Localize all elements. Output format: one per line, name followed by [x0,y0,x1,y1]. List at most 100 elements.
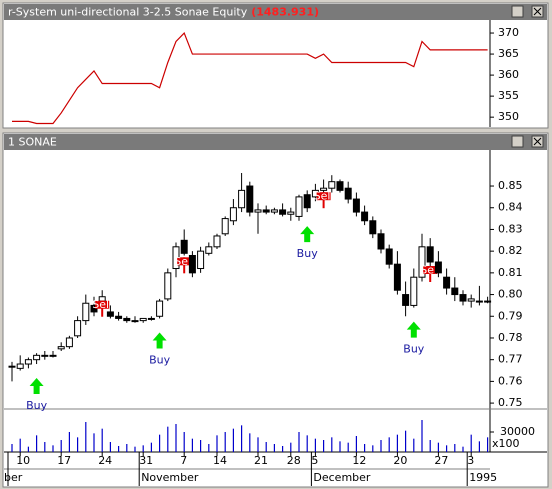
y-tick-label: 0.85 [498,179,523,192]
candle-body [361,211,369,222]
buy-arrow [29,378,44,395]
y-tick-label: 0.76 [498,374,523,387]
window-buttons[interactable] [511,5,544,18]
candle-body [426,246,434,263]
candle-body [221,218,229,235]
candle-body [229,207,237,222]
y-tick-label: 370 [498,26,519,39]
y-tick-label: 360 [498,68,519,81]
month-label: ber [4,471,23,484]
candle-body [484,300,492,303]
candle-body [410,276,418,306]
signal-label: Buy [297,247,319,260]
x-tick-label: 27 [434,454,448,467]
candle-body [246,185,254,213]
candle-body [205,246,213,254]
candle-body [197,250,205,270]
title-bar [4,134,547,150]
candle-body [352,198,360,213]
candle-body [106,311,114,317]
candle-body [443,276,451,289]
candle-body [74,320,82,337]
signal-label: Sell [314,190,334,203]
candle-body [123,317,131,322]
candle-body [57,346,65,350]
y-tick-label: 0.83 [498,222,523,235]
candle-body [188,254,196,274]
minimize-button[interactable] [511,135,524,148]
candle-body [49,354,57,357]
x-tick-label: 31 [139,454,153,467]
sell-flag [423,266,438,275]
candle-body [393,263,401,291]
y-tick-label: 0.81 [498,266,523,279]
candle-body [41,354,49,357]
indicator-line [12,31,488,125]
window-title: 1 SONAE [8,136,57,149]
candle-body [131,320,139,323]
candle-body [475,300,483,303]
candle-body [402,294,410,306]
y-tick-label: 30000 [500,425,535,438]
candle-body [147,317,155,320]
y-tick-label: 0.82 [498,244,523,257]
y-tick-label: 0.84 [498,201,523,214]
candle-body [254,209,262,213]
candle-body [238,189,246,209]
candle-body [434,261,442,274]
window-title: r-System uni-directional 3-2.5 Sonae Equ… [8,6,248,19]
candle-body [459,294,467,302]
x-tick-label: 24 [98,454,112,467]
close-icon [533,7,542,16]
x-tick-label: 20 [393,454,407,467]
candle-body [24,359,32,365]
candle-body [270,209,278,213]
x-tick-label: 5 [311,454,318,467]
x-tick-label: 3 [467,454,474,467]
x-tick-label: 21 [254,454,268,467]
buy-arrow [152,332,167,349]
candle-body [115,315,123,319]
x-tick-label: 14 [213,454,227,467]
candle-body [385,248,393,265]
signal-label: Buy [149,353,171,366]
volume-scale-label: x100 [492,437,520,450]
candle-body [16,363,24,369]
minimize-button[interactable] [511,5,524,18]
y-tick-label: 0.75 [498,396,523,409]
x-tick-label: 17 [57,454,71,467]
candle-body [213,235,221,248]
sell-flag [177,257,192,266]
candle-body [303,194,311,209]
signal-label: Buy [26,399,48,412]
sell-flag [95,300,110,309]
candle-body [320,187,328,191]
x-tick-label: 7 [180,454,187,467]
y-tick-label: 0.79 [498,309,523,322]
candle-body [467,298,475,302]
candle-body [139,317,147,322]
candle-body [344,187,352,200]
candle-body [377,233,385,250]
candle-body [65,337,73,348]
y-tick-label: 355 [498,89,519,102]
candle-body [418,246,426,278]
signal-label: Sell [92,298,112,311]
month-label: 1995 [469,471,497,484]
candle-body [279,209,287,215]
y-tick-label: 365 [498,47,519,60]
candle-body [33,354,41,361]
candle-body [8,365,16,368]
y-tick-label: 0.80 [498,288,523,301]
y-tick-label: 0.78 [498,331,523,344]
title-bar [4,4,547,20]
candle-body [156,300,164,317]
candle-body [451,287,459,296]
candle-body [336,181,344,191]
window-buttons[interactable] [511,135,544,148]
candle-body [328,181,336,189]
candle-body [164,272,172,300]
close-icon [533,137,542,146]
month-label: December [313,471,371,484]
